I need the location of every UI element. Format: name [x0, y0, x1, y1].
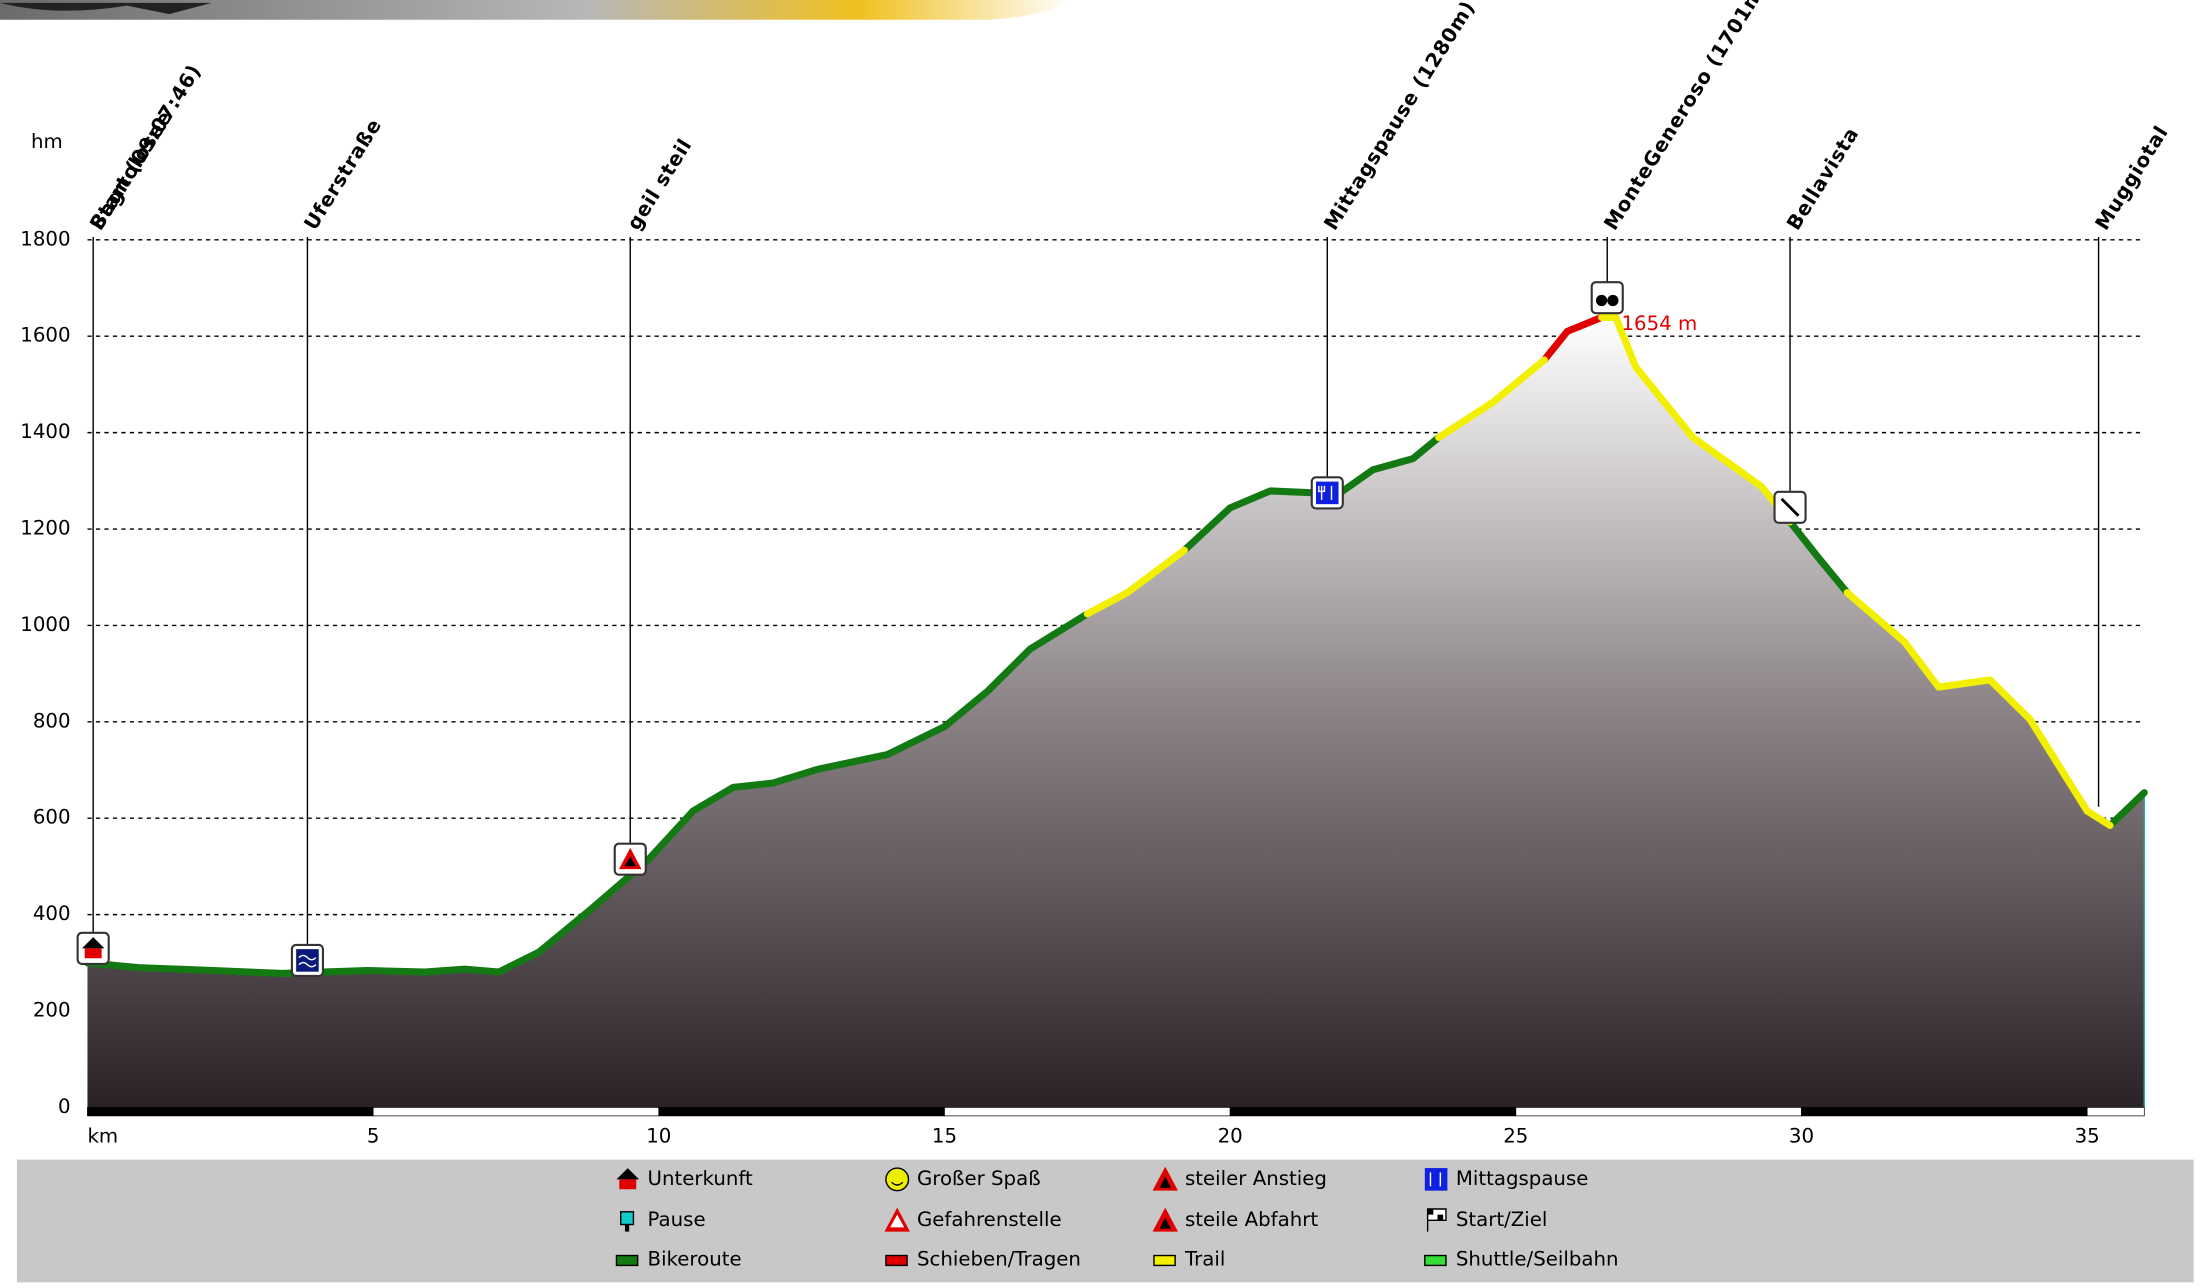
- icon: [1425, 1168, 1448, 1191]
- y-tick-label: 1400: [20, 420, 70, 443]
- x-tick-label: 30: [1789, 1125, 1814, 1148]
- x-tick-label: 20: [1218, 1125, 1243, 1148]
- waypoint-label: MonteGeneroso (1701m): [1599, 0, 1773, 234]
- axis-band: [2087, 1107, 2144, 1115]
- legend-label: Schieben/Tragen: [917, 1247, 1081, 1270]
- icon-shape: [1596, 295, 1607, 306]
- waypoint-label: Muggiotal: [2091, 122, 2173, 234]
- x-tick-label: 5: [367, 1125, 380, 1148]
- x-tick-label: 10: [646, 1125, 671, 1148]
- legend-label: Trail: [1184, 1247, 1225, 1270]
- waypoint-label: geil steil: [622, 134, 696, 234]
- axis-band: [1516, 1107, 1802, 1115]
- icon-shape: [621, 1212, 634, 1225]
- legend-label: Gefahrenstelle: [917, 1208, 1062, 1231]
- legend-label: Start/Ziel: [1456, 1208, 1548, 1231]
- waypoint-label: Bellavista: [1782, 123, 1863, 234]
- legend-swatch: [1154, 1256, 1175, 1266]
- y-tick-label: 200: [33, 999, 71, 1022]
- icon-shape: [296, 949, 319, 972]
- legend-label: Shuttle/Seilbahn: [1456, 1247, 1619, 1270]
- y-tick-label: 400: [33, 902, 71, 925]
- legend-swatch: [616, 1256, 637, 1266]
- y-tick-label: 1600: [20, 324, 70, 347]
- waypoint-label: Uferstraße: [300, 114, 387, 234]
- icon: [615, 844, 646, 875]
- x-unit: km: [87, 1125, 118, 1148]
- legend-label: Mittagspause: [1456, 1167, 1589, 1190]
- axis-band: [373, 1107, 659, 1115]
- icon: [1312, 477, 1343, 508]
- legend-label: Pause: [648, 1208, 706, 1231]
- icon-shape: [1438, 1215, 1444, 1221]
- icon-shape: [1425, 1168, 1448, 1191]
- icon-shape: [886, 1168, 909, 1191]
- icon-box: [1592, 282, 1623, 313]
- legend-label: steiler Anstieg: [1185, 1167, 1327, 1190]
- chart: hm km 0 200 400 600 800 1000 1200 1400 1600 1800 5…: [0, 0, 2212, 1288]
- icon-shape: [1607, 295, 1618, 306]
- legend-swatch: [1425, 1256, 1446, 1266]
- waypoint-label: Bagnolosee: [85, 107, 177, 235]
- legend-swatch: [886, 1256, 907, 1266]
- peak-label: 1654 m: [1621, 312, 1697, 335]
- x-tick-label: 25: [1503, 1125, 1528, 1148]
- legend-label: steile Abfahrt: [1185, 1208, 1318, 1231]
- waypoint-label: Mittagspause (1280m): [1319, 0, 1479, 234]
- legend-label: Unterkunft: [648, 1167, 753, 1190]
- icon: [78, 933, 109, 964]
- y-tick-label: 800: [33, 709, 71, 732]
- y-tick-label: 1800: [20, 227, 70, 250]
- icon: [1775, 492, 1806, 523]
- x-tick-label: 35: [2075, 1125, 2100, 1148]
- icon: [1592, 282, 1623, 313]
- y-tick-label: 1200: [20, 517, 70, 540]
- legend-label: Bikeroute: [648, 1247, 742, 1270]
- axis-band: [659, 1107, 945, 1115]
- icon-shape: [85, 948, 102, 958]
- axis-band: [87, 1107, 373, 1115]
- y-tick-label: 0: [58, 1095, 71, 1118]
- icon-shape: [1428, 1209, 1434, 1215]
- axis-band: [944, 1107, 1230, 1115]
- legend-box: [17, 1160, 2194, 1283]
- axis-band: [1801, 1107, 2087, 1115]
- icon-shape: [1316, 482, 1339, 505]
- y-tick-label: 1000: [20, 613, 70, 636]
- icon: [886, 1168, 909, 1191]
- icon-shape: [625, 1225, 629, 1232]
- legend-label: Großer Spaß: [917, 1167, 1041, 1190]
- icon-shape: [619, 1179, 636, 1189]
- y-unit: hm: [31, 130, 63, 153]
- profile-area: [87, 317, 2144, 1107]
- y-tick-label: 600: [33, 806, 71, 829]
- x-tick-label: 15: [932, 1125, 957, 1148]
- icon: [292, 945, 323, 976]
- axis-band: [1230, 1107, 1516, 1115]
